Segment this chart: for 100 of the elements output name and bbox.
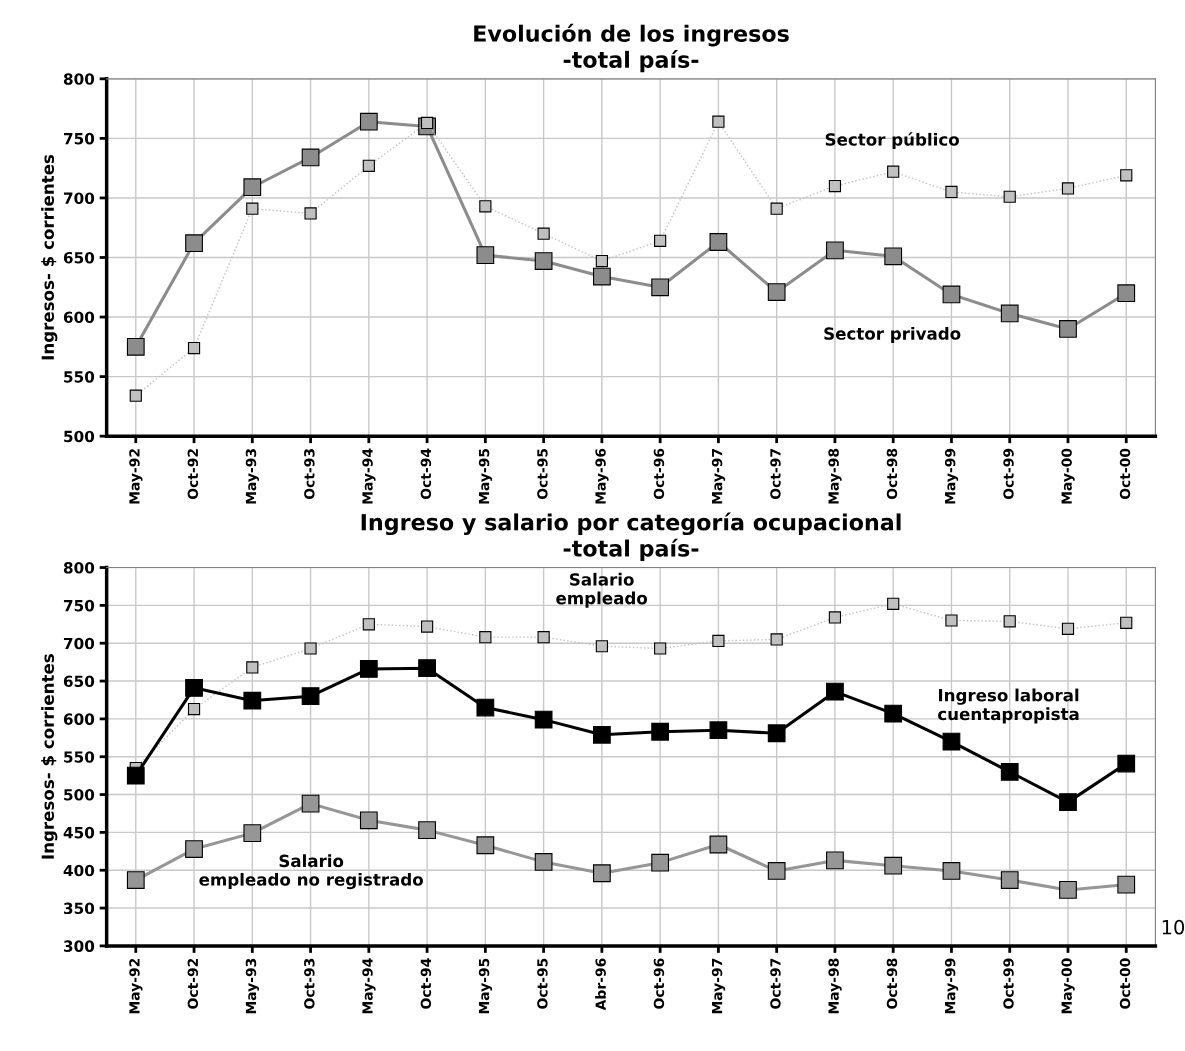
x-tick-label: Oct-00	[1119, 958, 1131, 1009]
point	[126, 337, 145, 356]
x-tick-label: May-97	[711, 958, 726, 1014]
point	[1003, 190, 1016, 203]
point	[479, 200, 492, 213]
point	[884, 247, 903, 266]
x-tick-label: Oct-93	[304, 449, 315, 500]
point	[359, 811, 378, 830]
x-tick-label: Oct-99	[1003, 958, 1014, 1009]
x-tick-label: Oct-95	[537, 958, 548, 1009]
point	[301, 794, 320, 813]
x-tick-label: May-95	[478, 448, 493, 504]
y-tick-label: 600	[63, 713, 95, 725]
x-tick-label: Oct-00	[1119, 448, 1131, 500]
point	[826, 682, 844, 701]
x-tick-label: May-93	[245, 449, 260, 504]
point	[826, 851, 844, 870]
point	[595, 254, 608, 268]
point	[129, 389, 142, 402]
point	[534, 853, 553, 871]
point	[828, 179, 842, 193]
y-tick-label: 650	[63, 675, 95, 688]
point	[185, 234, 203, 253]
point	[767, 283, 786, 301]
point	[1120, 169, 1133, 182]
y-tick-label: 550	[64, 751, 95, 763]
x-tick-label: May-92	[129, 958, 143, 1014]
y-tick-label: 650	[63, 251, 95, 264]
point	[476, 246, 495, 265]
y-tick-label: 800	[63, 562, 95, 574]
point	[592, 725, 611, 744]
x-tick-label: Oct-94	[420, 958, 432, 1009]
point	[709, 835, 728, 854]
annotation: Salario empleado	[556, 572, 648, 608]
y-tick-label: 750	[63, 132, 95, 145]
point	[537, 227, 550, 240]
point	[709, 233, 728, 251]
x-tick-label: Abr-96	[595, 958, 606, 1011]
point	[1059, 881, 1077, 899]
y-tick-label: 350	[63, 902, 95, 915]
point	[592, 267, 611, 286]
x-tick-label: Oct-94	[420, 448, 432, 500]
y-tick-label: 600	[63, 311, 95, 324]
point	[476, 698, 495, 717]
point	[1117, 284, 1136, 303]
point	[243, 178, 262, 197]
point	[654, 234, 667, 247]
point	[246, 661, 259, 674]
point	[1003, 615, 1016, 628]
x-tick-label: Oct-93	[304, 958, 315, 1009]
x-tick-label: May-95	[478, 958, 493, 1014]
point	[187, 341, 201, 355]
point	[884, 856, 903, 875]
point	[301, 687, 320, 706]
x-tick-label: May-98	[828, 958, 842, 1014]
y-tick-label: 500	[64, 789, 95, 801]
y-tick-label: 700	[63, 637, 95, 650]
point	[884, 704, 903, 723]
x-tick-label: Oct-97	[770, 958, 781, 1009]
y-tick-label: 400	[63, 864, 95, 877]
point	[942, 285, 961, 304]
point	[479, 631, 492, 644]
point	[301, 148, 320, 167]
point	[651, 853, 670, 872]
point	[592, 864, 611, 883]
point	[1059, 320, 1077, 338]
y-tick-label: 750	[63, 599, 95, 612]
point	[1061, 182, 1075, 195]
point	[651, 278, 670, 297]
point	[770, 202, 783, 215]
point	[243, 824, 262, 843]
point	[246, 202, 259, 215]
x-tick-label: Oct-98	[886, 958, 898, 1009]
point	[304, 642, 317, 655]
point	[185, 840, 203, 858]
point	[420, 620, 434, 633]
annotation: Salario empleado no registrado	[199, 854, 423, 890]
y-tick-label: 500	[64, 430, 95, 443]
point	[359, 660, 378, 678]
annotation: Sector privado	[824, 326, 961, 344]
x-tick-label: May-93	[245, 958, 260, 1014]
annotation: Sector público	[825, 132, 959, 150]
point	[534, 710, 553, 729]
point	[362, 618, 375, 631]
point	[534, 252, 553, 270]
annotation: Ingreso laboral cuentapropista	[938, 688, 1079, 724]
y-axis-title: Ingresos- $ corrientes	[41, 154, 58, 360]
point	[942, 732, 961, 751]
point	[476, 836, 495, 855]
x-tick-label: Oct-96	[653, 958, 665, 1009]
x-tick-label: May-94	[362, 958, 376, 1014]
point	[1120, 616, 1133, 629]
point	[185, 678, 203, 697]
point	[651, 722, 670, 741]
point	[418, 821, 436, 840]
point	[942, 862, 961, 880]
point	[126, 766, 145, 785]
text: 10	[1162, 919, 1185, 935]
point	[654, 642, 667, 655]
point	[887, 597, 900, 610]
